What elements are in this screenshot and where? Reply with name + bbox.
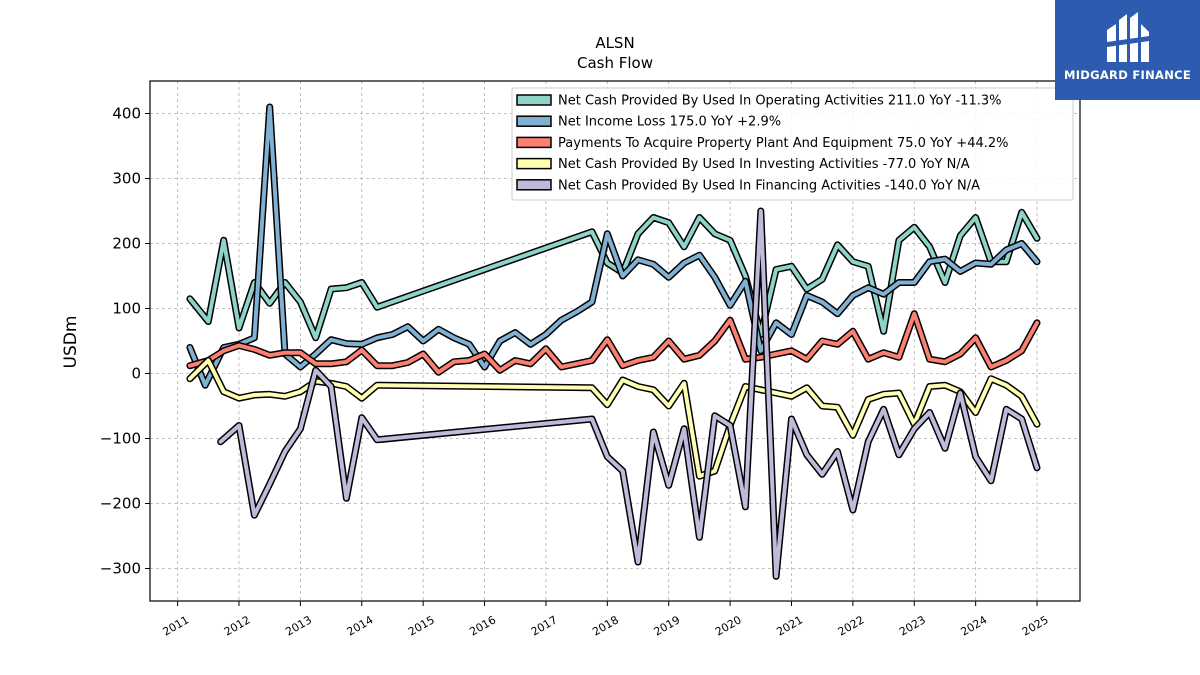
- legend-label: Net Cash Provided By Used In Financing A…: [558, 178, 980, 193]
- x-tick-label: 2012: [222, 613, 253, 638]
- legend-label: Payments To Acquire Property Plant And E…: [558, 136, 1009, 151]
- legend-swatch: [516, 94, 552, 106]
- x-tick-label: 2017: [529, 613, 560, 638]
- x-tick-label: 2021: [774, 613, 805, 638]
- logo-mark-icon: [1107, 12, 1149, 62]
- midgard-finance-logo: MIDGARD FINANCE: [1055, 0, 1200, 100]
- legend-label: Net Cash Provided By Used In Investing A…: [558, 157, 970, 172]
- legend: Net Cash Provided By Used In Operating A…: [511, 87, 1074, 201]
- series-line-0: [187, 210, 1039, 340]
- y-tick-label: 400: [112, 105, 141, 123]
- series-line-3: [187, 358, 1039, 479]
- x-tick-label: 2023: [897, 613, 928, 638]
- chart-title: ALSN: [595, 34, 634, 52]
- x-tick-label: 2025: [1020, 613, 1051, 638]
- legend-box: [511, 87, 1074, 201]
- series-line-4: [218, 209, 1039, 579]
- brand-name: MIDGARD FINANCE: [1063, 68, 1192, 82]
- legend-swatch: [516, 115, 552, 127]
- series-line-2: [187, 311, 1039, 375]
- x-tick-label: 2019: [652, 613, 683, 638]
- legend-label: Net Cash Provided By Used In Operating A…: [558, 94, 1001, 109]
- x-tick-label: 2024: [959, 613, 990, 638]
- y-tick-label: −300: [100, 560, 141, 578]
- y-tick-label: 300: [112, 170, 141, 188]
- y-axis-label: USDm: [61, 316, 81, 369]
- y-tick-label: 0: [131, 365, 141, 383]
- x-tick-label: 2016: [467, 613, 498, 638]
- legend-swatch: [516, 157, 552, 170]
- plot-frame: [149, 80, 1081, 602]
- x-tick-label: 2015: [406, 613, 437, 638]
- x-tick-label: 2014: [345, 613, 376, 638]
- x-tick-label: 2013: [283, 613, 314, 638]
- chart-subtitle: Cash Flow: [577, 54, 653, 72]
- legend-swatch: [516, 136, 552, 149]
- series-lines: [186, 103, 1041, 580]
- y-tick-label: 100: [112, 300, 141, 318]
- y-tick-label: −200: [100, 495, 141, 513]
- legend-swatch: [516, 179, 552, 191]
- y-tick-label: −100: [100, 430, 141, 448]
- series-line-1: [187, 105, 1039, 388]
- x-tick-label: 2020: [713, 613, 744, 638]
- x-tick-label: 2018: [590, 613, 621, 638]
- x-tick-label: 2011: [160, 613, 191, 638]
- y-tick-label: 200: [112, 235, 141, 253]
- legend-label: Net Income Loss 175.0 YoY +2.9%: [558, 115, 781, 130]
- x-tick-label: 2022: [836, 613, 867, 638]
